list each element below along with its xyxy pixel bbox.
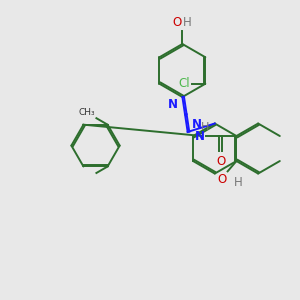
Text: Cl: Cl bbox=[178, 77, 190, 90]
Text: N: N bbox=[168, 98, 178, 111]
Text: N: N bbox=[192, 118, 202, 131]
Text: H: H bbox=[183, 16, 192, 29]
Text: N: N bbox=[195, 130, 205, 142]
Text: CH₃: CH₃ bbox=[78, 108, 95, 117]
Text: H: H bbox=[233, 176, 242, 189]
Text: O: O bbox=[216, 155, 226, 168]
Text: O: O bbox=[172, 16, 182, 29]
Text: O: O bbox=[217, 173, 226, 186]
Text: H: H bbox=[201, 122, 209, 132]
